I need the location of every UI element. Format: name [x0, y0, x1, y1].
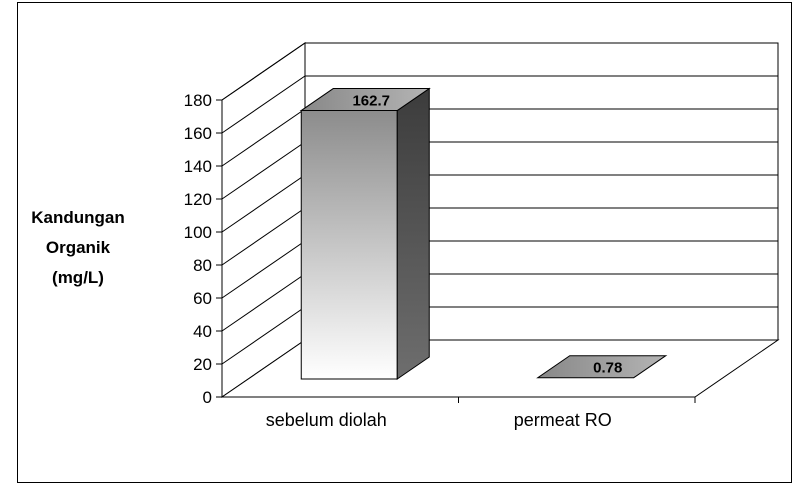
bar-top: [299, 88, 431, 112]
bar-front: [300, 110, 398, 380]
bar-side: [396, 87, 430, 380]
y-tick-label: 60: [193, 289, 212, 308]
x-tick-label: permeat RO: [514, 410, 612, 430]
gridline: [221, 75, 778, 134]
y-tick-label: 0: [203, 388, 212, 407]
y-tick-label: 20: [193, 355, 212, 374]
gridline: [221, 42, 778, 101]
x-tick-label: sebelum diolah: [266, 410, 387, 430]
y-tick-label: 180: [184, 91, 212, 110]
y-tick-label: 160: [184, 124, 212, 143]
y-tick-label: 140: [184, 157, 212, 176]
y-tick-label: 100: [184, 223, 212, 242]
bar-top: [536, 355, 668, 379]
data-label: 162.7: [352, 93, 390, 110]
data-label: 0.78: [593, 360, 622, 377]
side-wall: [221, 42, 306, 398]
y-tick-label: 80: [193, 256, 212, 275]
y-tick-label: 40: [193, 322, 212, 341]
y-axis-label: Kandungan Organik (mg/L): [31, 208, 125, 287]
y-tick-label: 120: [184, 190, 212, 209]
